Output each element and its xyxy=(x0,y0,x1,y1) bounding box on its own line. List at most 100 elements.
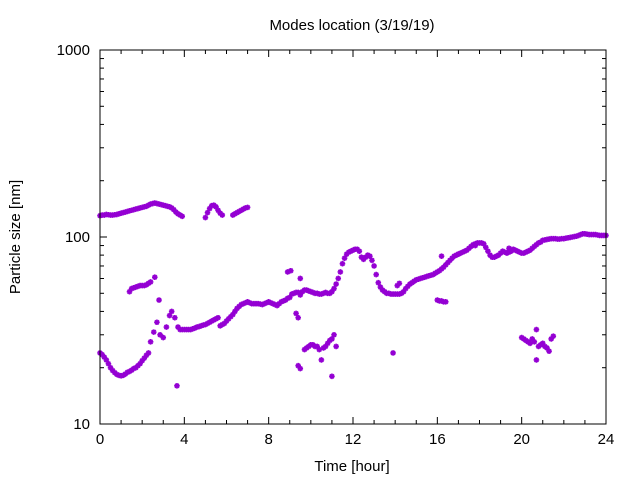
data-point xyxy=(472,242,479,249)
data-point xyxy=(470,241,476,248)
data-point xyxy=(101,354,108,360)
data-point xyxy=(329,288,335,295)
data-point xyxy=(447,257,453,264)
y-tick-label: 10 xyxy=(73,416,90,433)
data-point xyxy=(297,365,304,372)
data-point xyxy=(143,352,150,359)
data-point xyxy=(318,357,325,363)
data-point xyxy=(175,324,181,330)
x-tick-label: 0 xyxy=(96,431,104,448)
data-point xyxy=(345,249,352,255)
data-point xyxy=(238,301,245,308)
data-point xyxy=(225,316,232,322)
data-point xyxy=(202,214,209,221)
data-point xyxy=(335,275,342,282)
data-point xyxy=(402,285,409,292)
data-point xyxy=(438,253,445,259)
data-point xyxy=(259,301,266,308)
data-point xyxy=(449,255,455,262)
data-point xyxy=(156,297,162,303)
data-point xyxy=(331,331,337,338)
data-point xyxy=(147,339,154,345)
data-point xyxy=(337,269,344,275)
data-point xyxy=(331,285,337,292)
y-tick-label: 100 xyxy=(65,229,90,246)
data-point xyxy=(508,248,514,254)
data-point xyxy=(343,251,350,257)
data-point xyxy=(400,288,407,295)
data-point xyxy=(527,340,533,347)
data-point xyxy=(506,245,512,252)
data-point xyxy=(230,311,236,318)
data-point xyxy=(150,329,157,335)
data-point xyxy=(322,289,329,296)
data-point xyxy=(242,299,249,306)
data-point xyxy=(263,299,270,306)
data-point xyxy=(213,204,219,210)
data-point xyxy=(124,369,131,376)
data-point xyxy=(533,357,540,363)
data-point xyxy=(544,345,550,351)
data-point xyxy=(219,212,226,218)
data-point xyxy=(495,252,502,258)
data-point xyxy=(154,319,160,326)
data-point xyxy=(126,288,133,295)
x-tick-label: 12 xyxy=(345,431,362,448)
y-axis-label: Particle size [nm] xyxy=(7,180,24,294)
data-point xyxy=(280,298,287,304)
data-point xyxy=(531,339,538,345)
data-point xyxy=(324,340,331,347)
data-point xyxy=(267,299,274,306)
data-point xyxy=(288,267,294,274)
data-point xyxy=(172,314,178,321)
data-point xyxy=(499,248,506,254)
data-point xyxy=(455,251,462,257)
data-point xyxy=(204,209,211,216)
data-point xyxy=(440,264,447,270)
data-point xyxy=(221,320,228,327)
data-point xyxy=(367,253,373,259)
data-point xyxy=(297,292,304,298)
data-point xyxy=(99,351,105,358)
data-point xyxy=(223,318,230,324)
plot-frame xyxy=(99,49,607,425)
data-point xyxy=(152,274,158,280)
data-point xyxy=(286,294,293,301)
data-point xyxy=(329,373,335,380)
data-point xyxy=(163,324,170,330)
x-tick-label: 20 xyxy=(513,431,530,448)
data-point xyxy=(442,262,449,268)
data-point xyxy=(284,295,291,302)
data-point xyxy=(170,206,177,213)
data-point xyxy=(506,249,512,255)
data-point xyxy=(295,362,301,369)
data-point xyxy=(339,260,346,267)
data-point xyxy=(377,284,384,290)
data-point xyxy=(461,248,468,254)
data-point xyxy=(289,291,295,297)
data-point xyxy=(160,334,167,341)
data-point xyxy=(396,280,403,287)
data-point xyxy=(232,308,238,315)
data-point xyxy=(174,383,180,389)
data-point xyxy=(157,331,163,338)
data-point xyxy=(316,346,323,353)
data-point xyxy=(329,336,335,342)
data-point xyxy=(348,248,354,254)
data-point xyxy=(394,282,401,289)
data-point xyxy=(341,255,348,262)
data-point xyxy=(295,289,301,296)
data-point xyxy=(109,367,116,374)
data-point xyxy=(261,300,268,307)
data-point xyxy=(244,204,251,211)
data-point xyxy=(478,240,485,246)
data-point xyxy=(284,269,291,275)
data-point xyxy=(573,233,580,239)
data-point xyxy=(459,249,466,255)
data-point xyxy=(314,343,320,350)
data-point xyxy=(244,299,251,305)
data-point xyxy=(308,288,314,295)
data-point xyxy=(512,247,519,253)
